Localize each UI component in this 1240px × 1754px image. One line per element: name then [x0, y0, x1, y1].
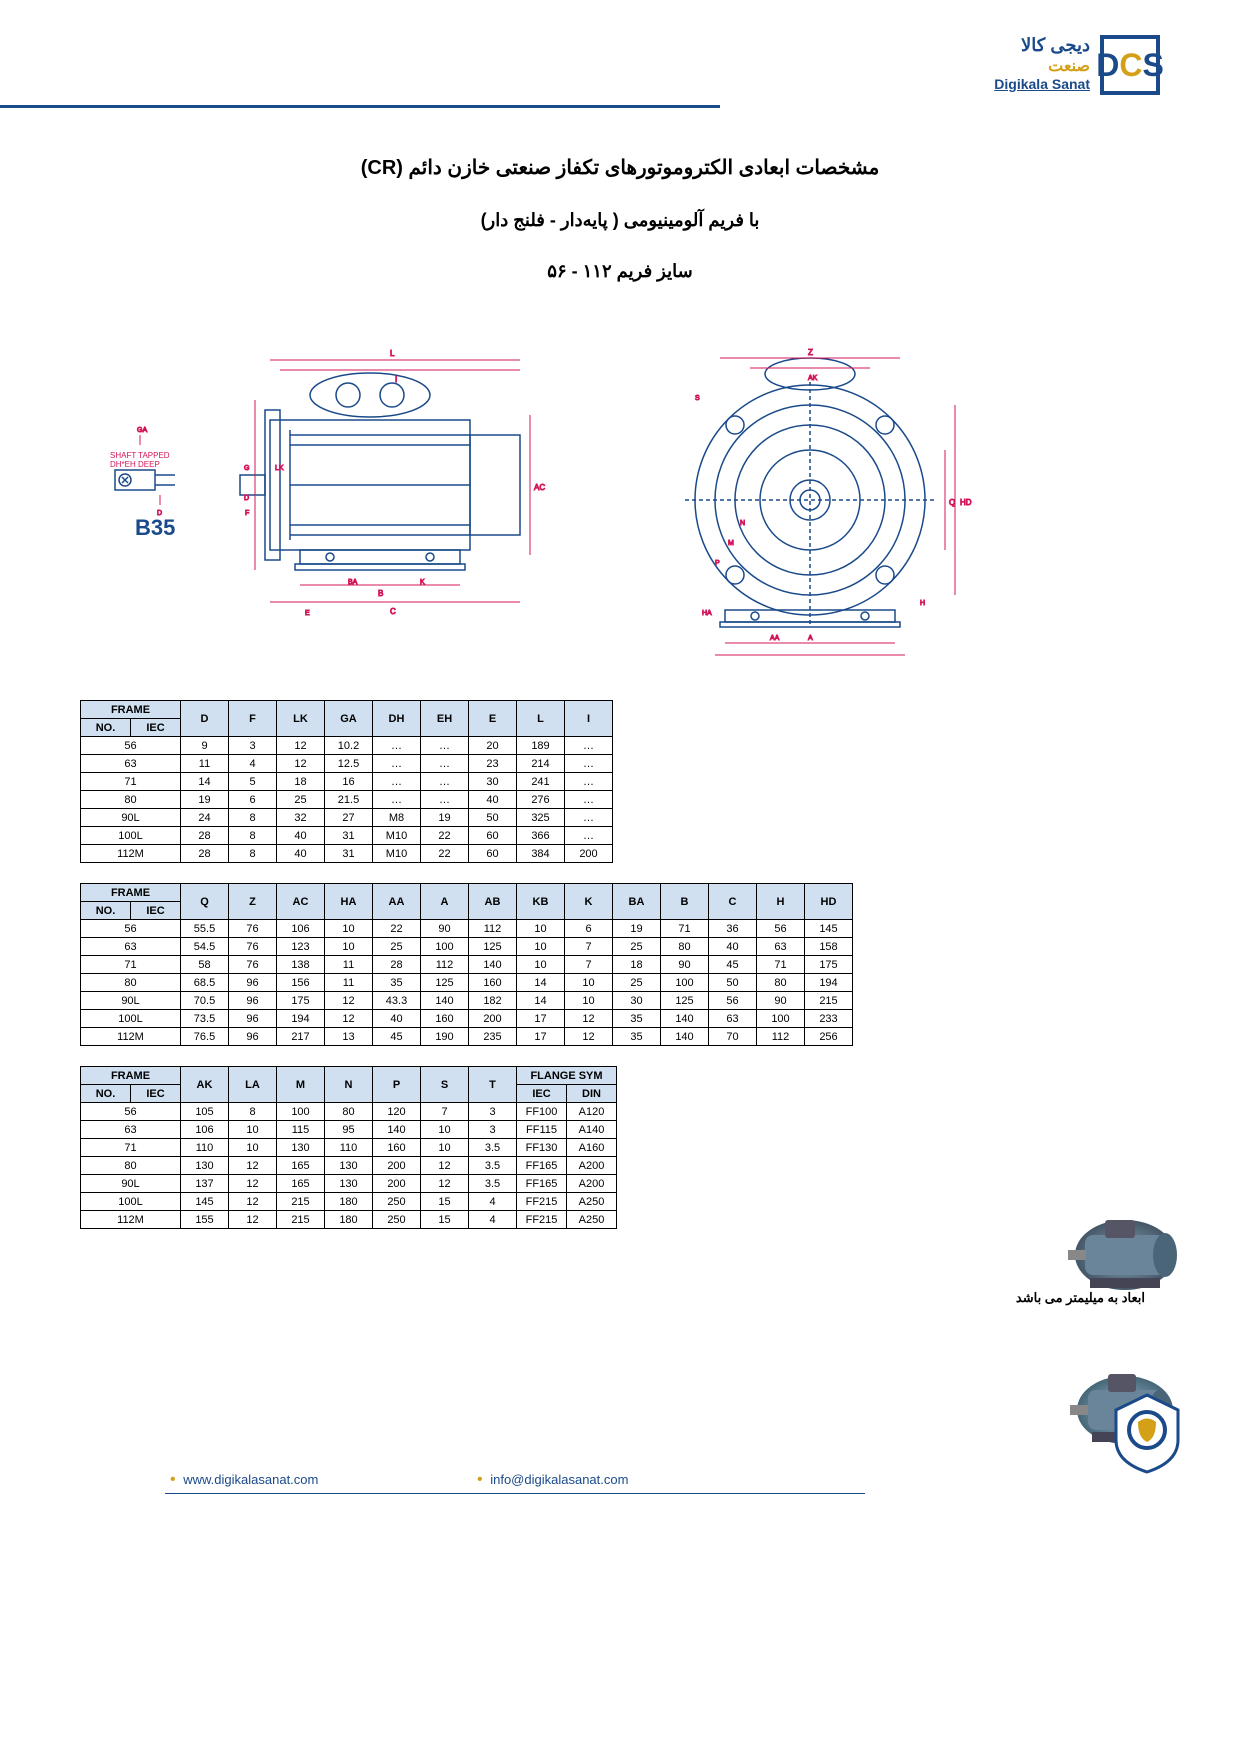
bullet-icon: •: [477, 1471, 483, 1488]
svg-text:Z: Z: [808, 348, 813, 357]
logo-line-2: صنعت: [870, 56, 1090, 76]
shaft-tapped-label: SHAFT TAPPED: [110, 451, 170, 460]
svg-text:AK: AK: [808, 375, 818, 382]
bullet-icon: •: [170, 1471, 176, 1488]
svg-text:LK: LK: [275, 465, 284, 472]
svg-text:P: P: [715, 560, 720, 567]
svg-text:S: S: [695, 395, 700, 402]
svg-text:AC: AC: [534, 483, 545, 492]
footer: • www.digikalasanat.com • info@digikalas…: [170, 1471, 970, 1489]
svg-text:HA: HA: [702, 610, 712, 617]
svg-text:N: N: [740, 520, 745, 527]
footer-email[interactable]: info@digikalasanat.com: [490, 1472, 628, 1487]
svg-text:D: D: [244, 495, 249, 502]
svg-text:A: A: [808, 635, 813, 642]
svg-text:F: F: [245, 510, 249, 517]
certification-badge: [1110, 1390, 1185, 1475]
svg-text:HD: HD: [960, 498, 972, 507]
logo-text-block: دیجی کالا صنعت Digikala Sanat: [870, 35, 1090, 92]
logo-line-1: دیجی کالا: [870, 35, 1090, 56]
svg-text:G: G: [244, 465, 249, 472]
dh-deep-label: DH*EH DEEP: [110, 460, 160, 469]
svg-text:GA: GA: [137, 427, 147, 434]
title-3: سایز فریم ۱۱۲ - ۵۶: [0, 261, 1240, 282]
b35-label: B35: [135, 515, 175, 540]
logo-line-3: Digikala Sanat: [870, 76, 1090, 92]
svg-text:E: E: [305, 610, 310, 617]
header-line: [0, 105, 720, 108]
svg-text:I: I: [395, 375, 397, 384]
header: دیجی کالا صنعت Digikala Sanat DCS: [0, 0, 1240, 120]
motor-photo-1: [1060, 1200, 1190, 1300]
footer-website[interactable]: www.digikalasanat.com: [183, 1472, 318, 1487]
svg-text:L: L: [390, 349, 395, 358]
svg-text:B: B: [378, 589, 383, 598]
table-1: FRAMEDFLKGADHEHELINO.IEC56931210.2……2018…: [80, 700, 613, 863]
title-1: مشخصات ابعادی الکتروموتورهای تکفاز صنعتی…: [0, 155, 1240, 180]
svg-text:D: D: [157, 510, 162, 517]
svg-text:K: K: [420, 579, 425, 586]
svg-text:AA: AA: [770, 635, 780, 642]
table-3: FRAMEAKLAMNPSTFLANGE SYMNO.IECIECDIN5610…: [80, 1066, 617, 1229]
title-block: مشخصات ابعادی الکتروموتورهای تکفاز صنعتی…: [0, 155, 1240, 282]
tables-area: FRAMEDFLKGADHEHELINO.IEC56931210.2……2018…: [80, 700, 1160, 1249]
motor-diagram: SHAFT TAPPED DH*EH DEEP B35 GA D L I AC …: [100, 340, 1000, 660]
logo-mark: DCS: [1100, 35, 1160, 95]
footer-line: [165, 1493, 865, 1494]
svg-text:H: H: [920, 600, 925, 607]
title-2: با فریم آلومینیومی ( پایه‌دار - فلنج دار…: [0, 210, 1240, 231]
svg-text:Q: Q: [949, 498, 955, 507]
svg-text:BA: BA: [348, 579, 358, 586]
svg-text:M: M: [728, 540, 734, 547]
table-2: FRAMEQZACHAAAAABKBKBABCHHDNO.IEC5655.576…: [80, 883, 853, 1046]
svg-text:C: C: [390, 607, 396, 616]
